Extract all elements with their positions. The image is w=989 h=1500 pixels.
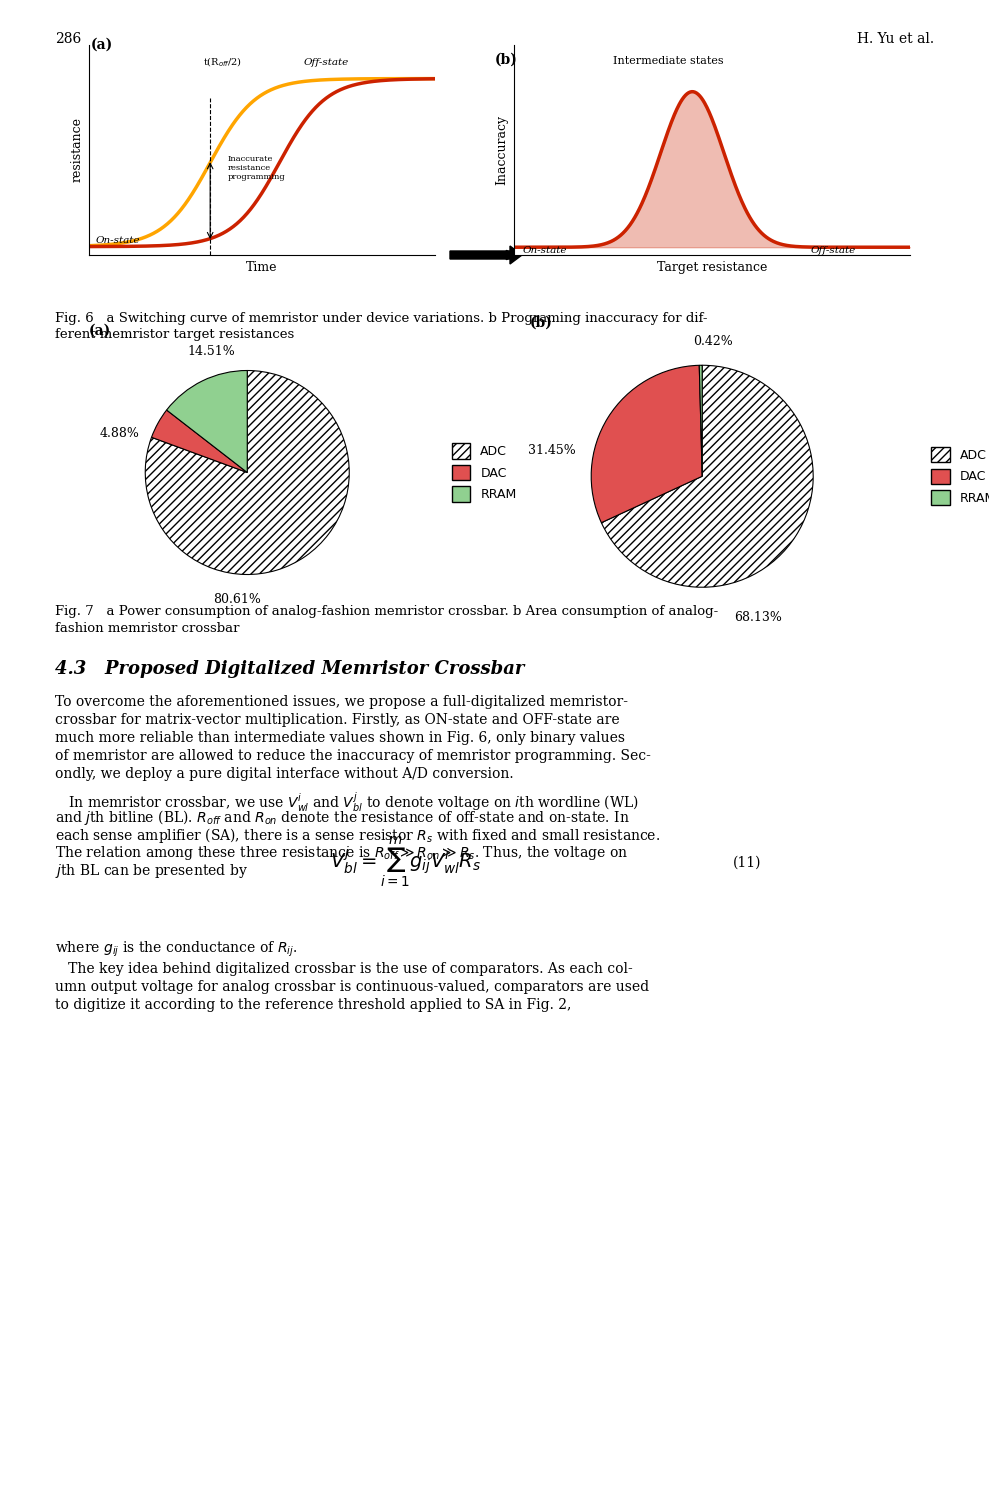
Text: Fig. 6   a Switching curve of memristor under device variations. b Programing in: Fig. 6 a Switching curve of memristor un… (55, 312, 707, 326)
Text: 31.45%: 31.45% (528, 444, 577, 458)
Text: On-state: On-state (96, 236, 140, 244)
Text: to digitize it according to the reference threshold applied to SA in Fig. 2,: to digitize it according to the referenc… (55, 998, 572, 1012)
Text: (a): (a) (91, 38, 113, 51)
Text: $V^j_{bl} = \sum_{i=1}^{m} g_{ij} V^i_{wl} R_s$: $V^j_{bl} = \sum_{i=1}^{m} g_{ij} V^i_{w… (330, 836, 481, 890)
Wedge shape (591, 366, 702, 522)
X-axis label: Target resistance: Target resistance (657, 261, 767, 273)
Text: 14.51%: 14.51% (188, 345, 235, 358)
Y-axis label: Inaccuracy: Inaccuracy (495, 116, 508, 184)
Wedge shape (699, 366, 702, 477)
Text: (11): (11) (733, 855, 762, 870)
Text: t(R$_{off}$/2): t(R$_{off}$/2) (204, 56, 242, 69)
Legend: ADC, DAC, RRAM: ADC, DAC, RRAM (926, 442, 989, 510)
Text: Fig. 7   a Power consumption of analog-fashion memristor crossbar. b Area consum: Fig. 7 a Power consumption of analog-fas… (55, 604, 718, 618)
Text: On-state: On-state (522, 246, 567, 255)
Text: umn output voltage for analog crossbar is continuous-valued, comparators are use: umn output voltage for analog crossbar i… (55, 980, 649, 994)
Text: where $g_{ij}$ is the conductance of $R_{ij}$.: where $g_{ij}$ is the conductance of $R_… (55, 940, 298, 960)
X-axis label: Time: Time (246, 261, 278, 273)
Text: fashion memristor crossbar: fashion memristor crossbar (55, 622, 239, 634)
Text: (b): (b) (530, 315, 553, 330)
Text: 4.88%: 4.88% (100, 427, 139, 439)
FancyArrow shape (450, 246, 522, 264)
Legend: ADC, DAC, RRAM: ADC, DAC, RRAM (446, 438, 521, 507)
Text: (b): (b) (494, 53, 517, 66)
Text: of memristor are allowed to reduce the inaccuracy of memristor programming. Sec-: of memristor are allowed to reduce the i… (55, 748, 651, 764)
Text: H. Yu et al.: H. Yu et al. (856, 32, 934, 46)
Text: To overcome the aforementioned issues, we propose a full-digitalized memristor-: To overcome the aforementioned issues, w… (55, 694, 628, 709)
Text: 80.61%: 80.61% (213, 592, 261, 606)
Text: In memristor crossbar, we use $V^i_{wl}$ and $V^j_{bl}$ to denote voltage on $i$: In memristor crossbar, we use $V^i_{wl}$… (55, 790, 639, 814)
Text: The relation among these three resistance is $R_{off} \gg R_{on} \gg R_s$. Thus,: The relation among these three resistanc… (55, 844, 628, 862)
Text: 68.13%: 68.13% (734, 610, 781, 624)
Text: Intermediate states: Intermediate states (613, 56, 724, 66)
Text: ferent memristor target resistances: ferent memristor target resistances (55, 328, 295, 340)
Text: $j$th BL can be presented by: $j$th BL can be presented by (55, 862, 248, 880)
Text: Off-state: Off-state (304, 58, 349, 68)
Text: much more reliable than intermediate values shown in Fig. 6, only binary values: much more reliable than intermediate val… (55, 730, 625, 746)
Wedge shape (145, 370, 349, 574)
Text: ondly, we deploy a pure digital interface without A/D conversion.: ondly, we deploy a pure digital interfac… (55, 766, 513, 782)
Text: Inaccurate
resistance
programming: Inaccurate resistance programming (227, 154, 285, 182)
Text: Off-state: Off-state (811, 246, 856, 255)
Wedge shape (166, 370, 247, 472)
Text: The key idea behind digitalized crossbar is the use of comparators. As each col-: The key idea behind digitalized crossbar… (55, 962, 633, 976)
Text: each sense amplifier (SA), there is a sense resistor $R_s$ with fixed and small : each sense amplifier (SA), there is a se… (55, 827, 661, 844)
Text: 286: 286 (55, 32, 81, 46)
Wedge shape (151, 410, 247, 472)
Y-axis label: resistance: resistance (70, 117, 83, 183)
Wedge shape (601, 366, 813, 586)
Text: (a): (a) (89, 324, 112, 338)
Text: crossbar for matrix-vector multiplication. Firstly, as ON-state and OFF-state ar: crossbar for matrix-vector multiplicatio… (55, 712, 620, 728)
Text: 4.3   Proposed Digitalized Memristor Crossbar: 4.3 Proposed Digitalized Memristor Cross… (55, 660, 524, 678)
Text: 0.42%: 0.42% (693, 336, 733, 348)
Text: and $j$th bitline (BL). $R_{off}$ and $R_{on}$ denote the resistance of off-stat: and $j$th bitline (BL). $R_{off}$ and $R… (55, 808, 630, 826)
